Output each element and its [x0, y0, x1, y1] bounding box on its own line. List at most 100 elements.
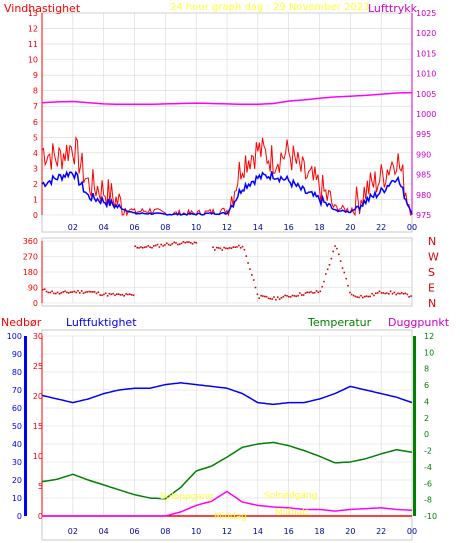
direction-dot [243, 248, 246, 251]
direction-dot [177, 243, 179, 246]
direction-dot [310, 291, 312, 293]
direction-dot [156, 243, 159, 246]
direction-dot [223, 246, 225, 249]
x-tick-label: 10 [191, 527, 201, 536]
x-tick-label: 02 [68, 527, 78, 536]
direction-dot [169, 244, 172, 246]
direction-dot [286, 295, 288, 297]
direction-dot [84, 291, 87, 294]
direction-dot [304, 292, 307, 294]
right-tick-label: 1020 [416, 29, 436, 38]
direction-dot [321, 285, 323, 288]
right-tick-label: 1000 [416, 110, 436, 119]
direction-dot [328, 264, 331, 266]
direction-dot [104, 292, 107, 295]
direction-dot [103, 293, 105, 296]
direction-dot [280, 297, 283, 299]
direction-dot [362, 296, 364, 299]
direction-dot [141, 247, 144, 249]
direction-tick-label: 90 [28, 284, 38, 293]
left-tick-label: 1 [33, 195, 38, 204]
direction-dot [395, 293, 397, 296]
x-tick-label: 22 [376, 223, 386, 232]
direction-dot [64, 290, 66, 293]
compass-label: N [428, 235, 436, 248]
sunrise-label: Soloppgang [160, 492, 213, 502]
direction-dot [247, 262, 249, 264]
axes: 0123456789101112139759809859909951000100… [7, 9, 439, 536]
direction-dot [228, 247, 231, 249]
direction-dot [191, 243, 194, 245]
direction-dot [251, 274, 253, 276]
direction-dot [45, 290, 48, 293]
direction-dot [269, 297, 272, 300]
direction-dot [265, 295, 268, 298]
direction-dot [382, 292, 384, 294]
series [41, 91, 413, 517]
x-tick-label: 12 [222, 527, 232, 536]
direction-dot [214, 249, 216, 251]
direction-dot [354, 295, 357, 298]
direction-dot [349, 291, 351, 294]
temp-tick-label: 8 [424, 365, 429, 374]
direction-dot [117, 293, 120, 295]
right-tick-label: 990 [416, 150, 431, 159]
precip-tick-label: 15 [33, 422, 43, 431]
direction-dot [232, 246, 235, 248]
direction-dot [188, 241, 190, 243]
direction-dot [175, 242, 177, 244]
direction-dot [389, 290, 392, 293]
x-tick-label: 20 [345, 223, 355, 232]
direction-dot [125, 293, 127, 295]
direction-dot [341, 267, 344, 269]
direction-dot [234, 246, 236, 248]
direction-dot [95, 292, 98, 295]
direction-dot [140, 246, 142, 248]
direction-dot [178, 243, 181, 245]
direction-dot [393, 291, 396, 294]
direction-dot [110, 293, 113, 296]
direction-dot [132, 294, 135, 297]
temp-tick-label: 6 [424, 381, 429, 390]
direction-dot [308, 291, 310, 294]
direction-dot [356, 296, 359, 298]
direction-dot [86, 291, 88, 293]
direction-dot [271, 298, 273, 300]
direction-dot [264, 295, 266, 298]
direction-dot [171, 243, 174, 245]
direction-dot [230, 247, 233, 249]
direction-dot [221, 249, 223, 251]
direction-dot [288, 295, 290, 298]
direction-dot [88, 290, 90, 293]
direction-dot [400, 292, 403, 294]
direction-dot [336, 247, 338, 250]
direction-dot [55, 292, 57, 295]
direction-dot [241, 245, 244, 248]
direction-dot [143, 246, 146, 249]
direction-dot [43, 288, 46, 290]
compass-label: E [428, 282, 435, 295]
direction-dot [106, 295, 109, 297]
temperature-label: Temperatur [307, 316, 372, 329]
direction-dot [410, 295, 412, 297]
direction-dot [278, 298, 281, 300]
left-tick-label: 10 [28, 56, 38, 65]
direction-dot [129, 293, 131, 295]
x-tick-label: 16 [284, 527, 294, 536]
humidity-tick-label: 80 [12, 368, 22, 377]
right-tick-label: 1025 [416, 9, 436, 18]
humidity-tick-label: 10 [12, 494, 22, 503]
temp-tick-label: 2 [424, 414, 429, 423]
direction-dot [82, 292, 85, 294]
x-tick-label: 10 [191, 223, 201, 232]
direction-dot [80, 290, 83, 292]
direction-dot [138, 247, 140, 249]
direction-dot [367, 295, 370, 298]
x-tick-label: 02 [68, 223, 78, 232]
direction-dot [406, 293, 409, 296]
direction-dot [334, 245, 336, 247]
humidity-axis-bar [24, 336, 27, 516]
compass-label: S [428, 266, 435, 279]
direction-dot [93, 291, 96, 293]
